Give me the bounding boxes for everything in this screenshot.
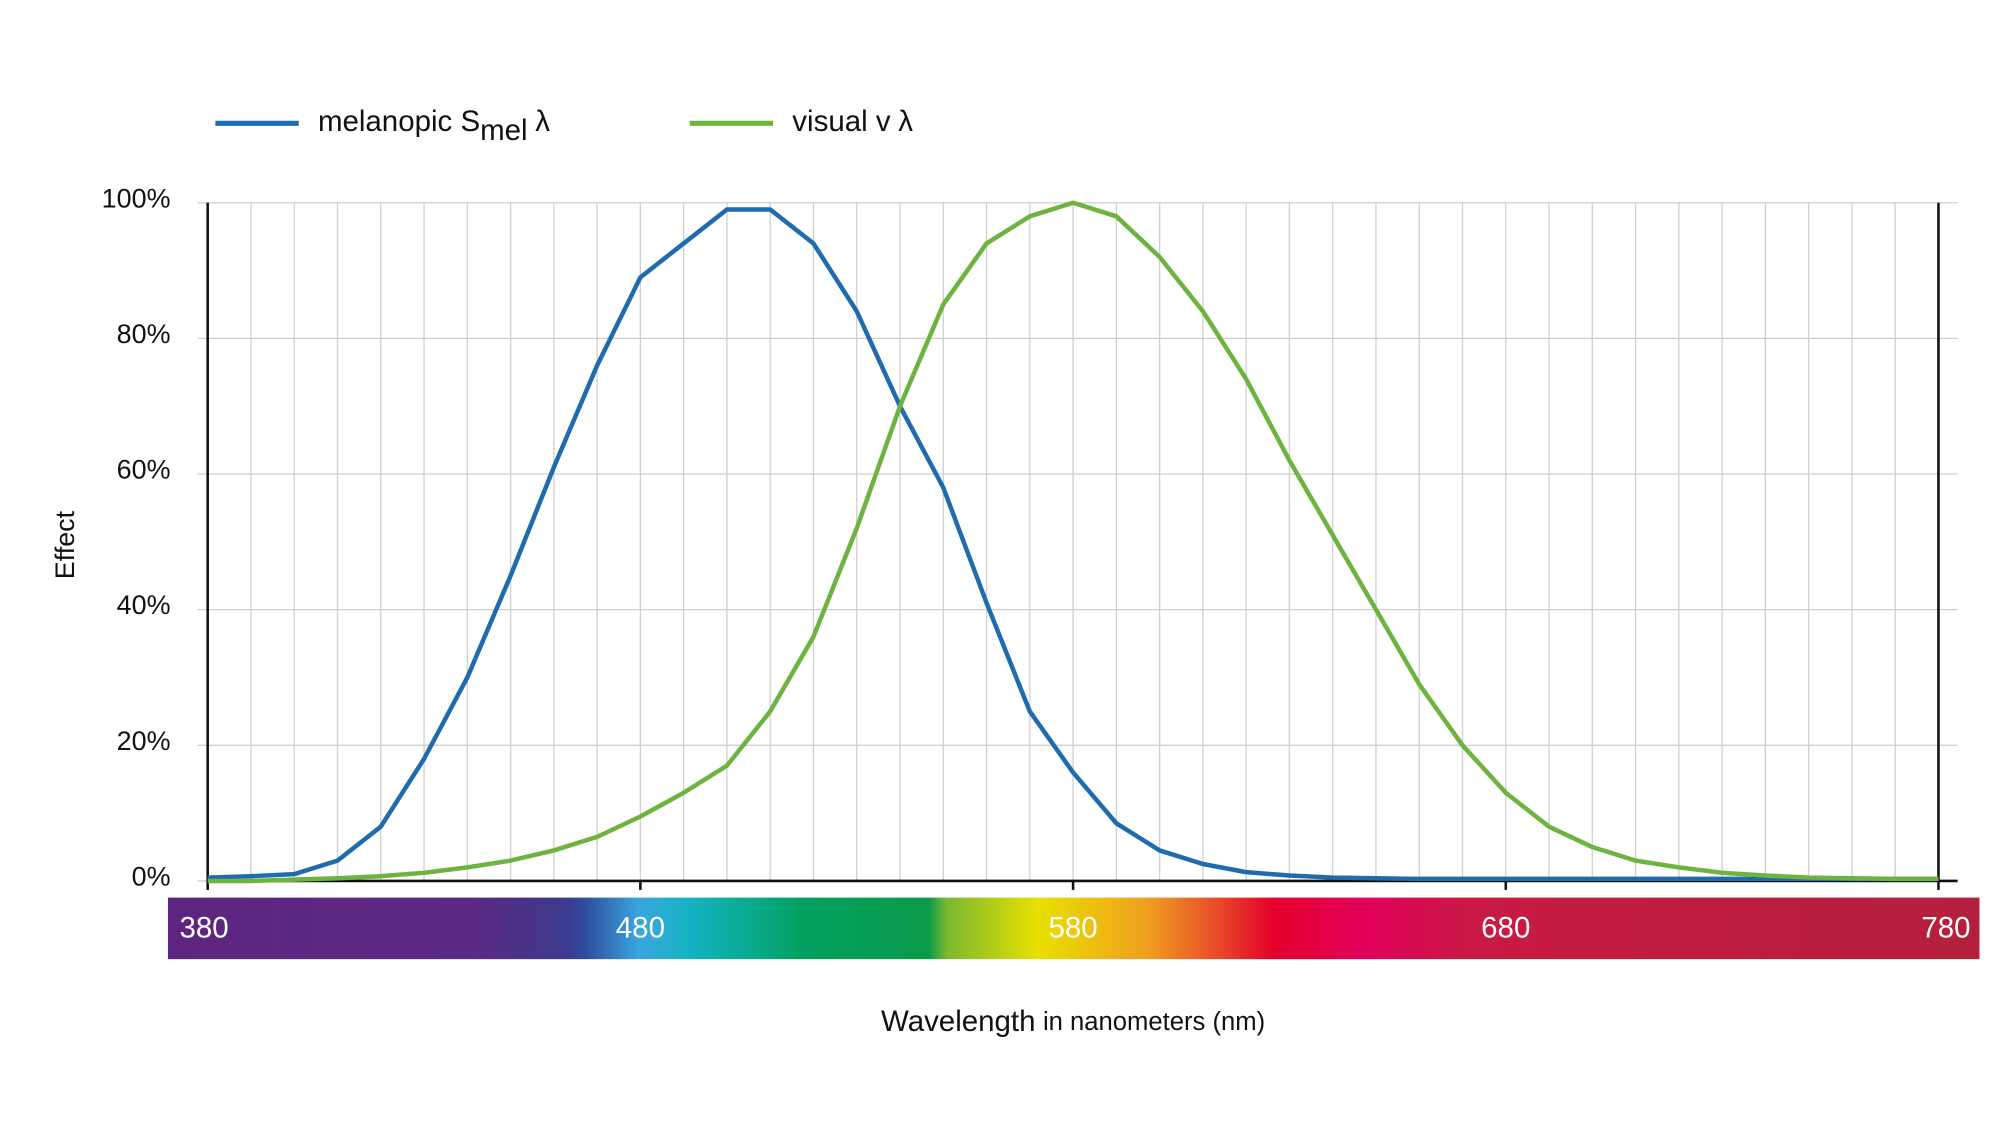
legend-name: visual v xyxy=(792,105,891,138)
legend-name-sub: mel xyxy=(480,114,527,147)
legend-name-end: λ xyxy=(898,105,913,138)
x-tick-label: 780 xyxy=(1921,911,1970,944)
x-tick-label: 380 xyxy=(179,911,228,944)
legend-name-end: λ xyxy=(535,105,550,138)
x-axis-label-main: Wavelength xyxy=(881,1005,1036,1038)
series-line xyxy=(207,200,1939,884)
legend-label: melanopic Smel λ xyxy=(318,105,550,147)
x-axis-label: Wavelength in nanometers (nm) xyxy=(881,1005,1265,1038)
x-tick-label: 480 xyxy=(616,911,665,944)
y-tick-label: 0% xyxy=(132,861,171,891)
y-tick-label: 20% xyxy=(117,726,171,756)
spectrum-bar xyxy=(167,897,1980,960)
x-tick-label: 580 xyxy=(1048,911,1097,944)
y-tick-label: 40% xyxy=(117,590,171,620)
legend-name: melanopic S xyxy=(318,105,480,138)
x-tick-label: 680 xyxy=(1481,911,1530,944)
x-axis-label-note: in nanometers (nm) xyxy=(1043,1008,1265,1036)
y-axis-label: Effect xyxy=(50,510,80,579)
series-line xyxy=(207,207,1939,882)
y-tick-label: 60% xyxy=(117,455,171,485)
y-tick-label: 100% xyxy=(102,183,171,213)
y-tick-label: 80% xyxy=(117,319,171,349)
